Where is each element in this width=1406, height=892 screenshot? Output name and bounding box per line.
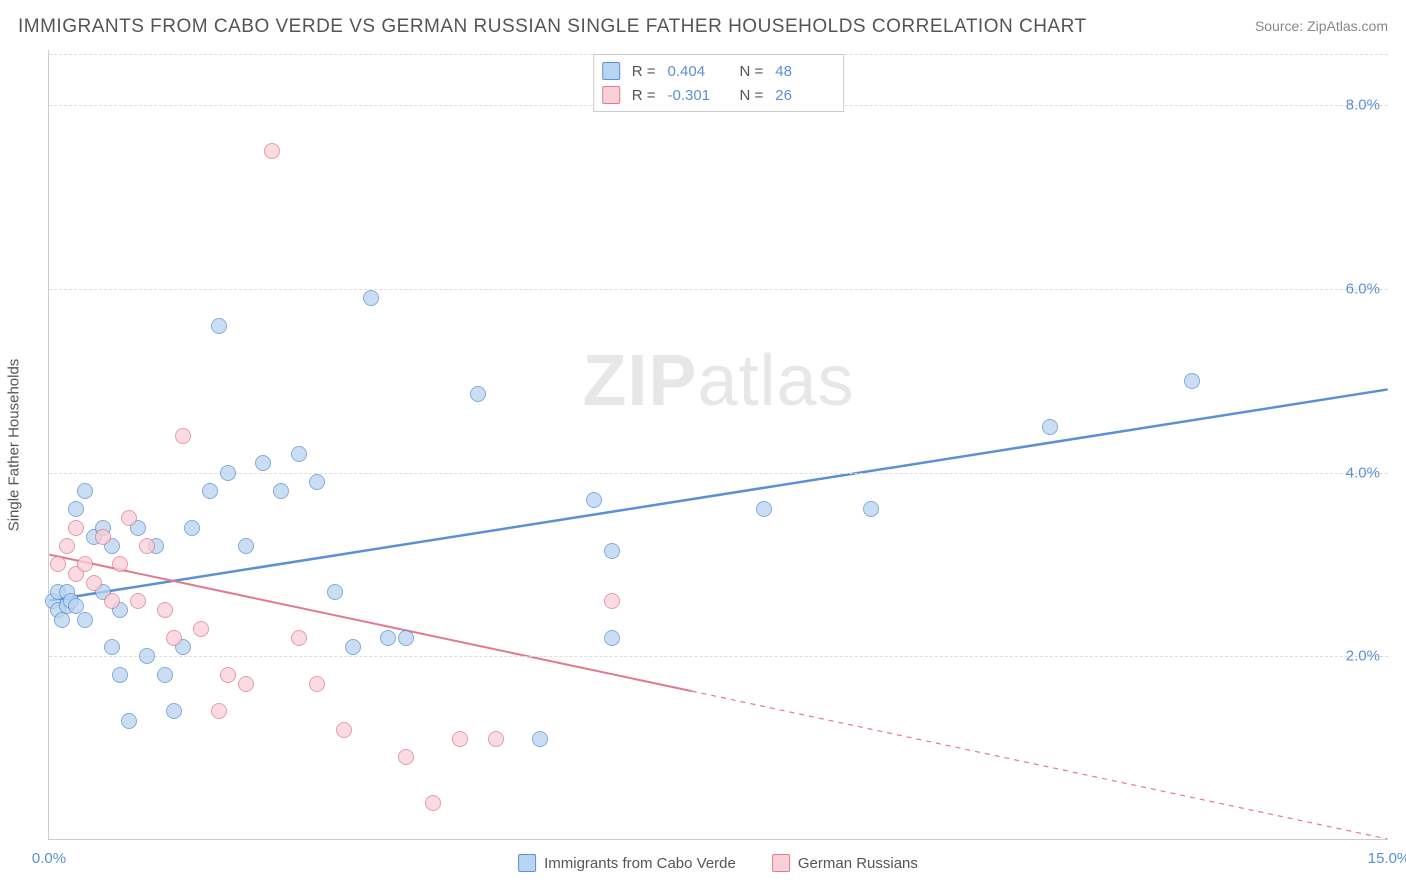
x-tick-label: 0.0% xyxy=(32,850,66,867)
data-point xyxy=(95,529,111,545)
data-point xyxy=(398,749,414,765)
y-tick-label: 6.0% xyxy=(1346,280,1380,297)
n-label: N = xyxy=(740,87,764,104)
legend-correlation-row: R = 0.404 N = 48 xyxy=(602,59,836,83)
n-value: 26 xyxy=(775,87,835,104)
data-point xyxy=(309,676,325,692)
chart-area: ZIPatlas R = 0.404 N = 48 R = -0.301 N = 26 2.0… xyxy=(48,50,1388,840)
data-point xyxy=(425,795,441,811)
data-point xyxy=(604,593,620,609)
source-attribution: Source: ZipAtlas.com xyxy=(1255,18,1388,34)
data-point xyxy=(193,621,209,637)
legend-swatch xyxy=(602,86,620,104)
data-point xyxy=(470,386,486,402)
data-point xyxy=(604,543,620,559)
trend-line xyxy=(49,389,1387,600)
data-point xyxy=(68,501,84,517)
data-point xyxy=(756,501,772,517)
legend-series-label: Immigrants from Cabo Verde xyxy=(544,855,736,872)
data-point xyxy=(139,538,155,554)
data-point xyxy=(50,556,66,572)
n-value: 48 xyxy=(775,63,835,80)
data-point xyxy=(121,510,137,526)
data-point xyxy=(202,483,218,499)
plot-region: ZIPatlas R = 0.404 N = 48 R = -0.301 N = 26 2.0… xyxy=(48,50,1388,840)
legend-series-label: German Russians xyxy=(798,855,918,872)
data-point xyxy=(327,584,343,600)
data-point xyxy=(139,648,155,664)
legend-swatch xyxy=(518,854,536,872)
r-value: 0.404 xyxy=(668,63,728,80)
data-point xyxy=(238,676,254,692)
data-point xyxy=(1042,419,1058,435)
data-point xyxy=(291,630,307,646)
r-value: -0.301 xyxy=(668,87,728,104)
data-point xyxy=(104,639,120,655)
gridline xyxy=(49,656,1388,657)
gridline xyxy=(49,473,1388,474)
r-label: R = xyxy=(632,63,656,80)
data-point xyxy=(157,602,173,618)
data-point xyxy=(211,703,227,719)
legend-correlation: R = 0.404 N = 48 R = -0.301 N = 26 xyxy=(593,54,845,112)
data-point xyxy=(59,538,75,554)
legend-series: Immigrants from Cabo Verde German Russian… xyxy=(518,854,918,872)
data-point xyxy=(488,731,504,747)
trend-line-extrapolated xyxy=(692,691,1388,839)
data-point xyxy=(532,731,548,747)
legend-series-item: Immigrants from Cabo Verde xyxy=(518,854,736,872)
data-point xyxy=(175,428,191,444)
y-tick-label: 8.0% xyxy=(1346,97,1380,114)
r-label: R = xyxy=(632,87,656,104)
data-point xyxy=(238,538,254,554)
gridline xyxy=(49,289,1388,290)
data-point xyxy=(291,446,307,462)
data-point xyxy=(121,713,137,729)
watermark: ZIPatlas xyxy=(582,340,854,422)
data-point xyxy=(68,520,84,536)
data-point xyxy=(255,455,271,471)
data-point xyxy=(77,612,93,628)
data-point xyxy=(112,667,128,683)
n-label: N = xyxy=(740,63,764,80)
chart-title: IMMIGRANTS FROM CABO VERDE VS GERMAN RUS… xyxy=(18,16,1087,38)
data-point xyxy=(166,703,182,719)
data-point xyxy=(130,593,146,609)
trend-line xyxy=(49,555,691,692)
legend-swatch xyxy=(602,62,620,80)
legend-series-item: German Russians xyxy=(772,854,918,872)
data-point xyxy=(157,667,173,683)
data-point xyxy=(86,575,102,591)
data-point xyxy=(220,465,236,481)
data-point xyxy=(1184,373,1200,389)
trend-lines-layer xyxy=(49,50,1388,839)
data-point xyxy=(863,501,879,517)
data-point xyxy=(586,492,602,508)
data-point xyxy=(380,630,396,646)
x-tick-label: 15.0% xyxy=(1368,850,1406,867)
data-point xyxy=(77,556,93,572)
data-point xyxy=(184,520,200,536)
data-point xyxy=(54,612,70,628)
data-point xyxy=(604,630,620,646)
data-point xyxy=(77,483,93,499)
y-tick-label: 4.0% xyxy=(1346,464,1380,481)
data-point xyxy=(336,722,352,738)
data-point xyxy=(211,318,227,334)
data-point xyxy=(309,474,325,490)
data-point xyxy=(363,290,379,306)
legend-correlation-row: R = -0.301 N = 26 xyxy=(602,83,836,107)
data-point xyxy=(166,630,182,646)
y-axis-label: Single Father Households xyxy=(6,359,23,532)
data-point xyxy=(104,593,120,609)
data-point xyxy=(345,639,361,655)
data-point xyxy=(398,630,414,646)
data-point xyxy=(112,556,128,572)
legend-swatch xyxy=(772,854,790,872)
data-point xyxy=(273,483,289,499)
data-point xyxy=(220,667,236,683)
y-tick-label: 2.0% xyxy=(1346,648,1380,665)
data-point xyxy=(452,731,468,747)
data-point xyxy=(264,143,280,159)
